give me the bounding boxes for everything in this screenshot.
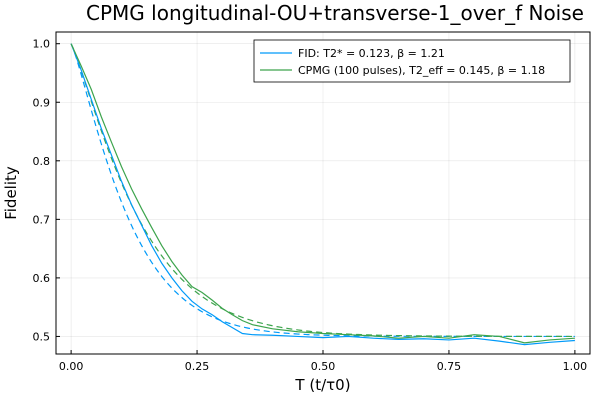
y-tick-label: 0.8 bbox=[33, 155, 51, 168]
y-tick-label: 1.0 bbox=[33, 38, 51, 51]
ticks: 0.00 0.25 0.50 0.75 1.00 0.5 0.6 0.7 0.8 0.9 1.0 bbox=[33, 38, 588, 373]
legend-entry-fid: FID: T2* = 0.123, β = 1.21 bbox=[298, 47, 445, 60]
series-line-1 bbox=[70, 43, 575, 344]
grid bbox=[56, 32, 590, 354]
plot-frame bbox=[55, 31, 591, 355]
y-tick-label: 0.5 bbox=[33, 330, 51, 343]
series-lines bbox=[70, 43, 575, 346]
x-tick-label: 0.00 bbox=[59, 360, 84, 373]
x-axis-label: T (t/τ0) bbox=[294, 376, 350, 394]
legend-box bbox=[253, 39, 571, 83]
series-line-0 bbox=[70, 43, 575, 346]
x-tick-label: 0.75 bbox=[437, 360, 462, 373]
y-tick-label: 0.7 bbox=[33, 213, 51, 226]
x-tick-label: 0.25 bbox=[185, 360, 210, 373]
chart-title: CPMG longitudinal-OU+transverse-1_over_f… bbox=[86, 1, 584, 25]
y-tick-label: 0.6 bbox=[33, 272, 51, 285]
legend-entry-cpmg: CPMG (100 pulses), T2_eff = 0.145, β = 1… bbox=[298, 64, 545, 77]
y-axis-label: Fidelity bbox=[2, 166, 20, 220]
legend: FID: T2* = 0.123, β = 1.21 CPMG (100 pul… bbox=[253, 39, 571, 83]
x-tick-label: 1.00 bbox=[563, 360, 588, 373]
y-tick-label: 0.9 bbox=[33, 96, 51, 109]
x-tick-label: 0.50 bbox=[311, 360, 336, 373]
